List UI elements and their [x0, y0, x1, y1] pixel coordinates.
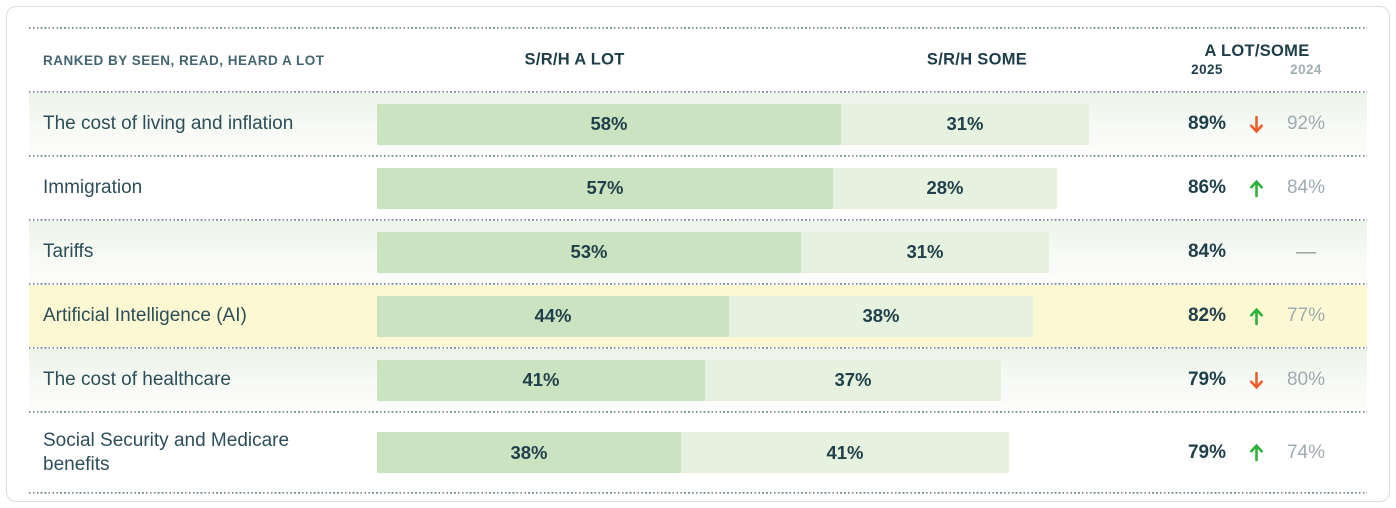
- column-header-a-lot: S/R/H A LOT: [524, 50, 625, 69]
- table-row: The cost of living and inflation 58% 31% 89…: [29, 93, 1367, 155]
- bar-segment-a-lot: 58%: [377, 103, 841, 145]
- table-row: Tariffs 53% 31% 84% —: [29, 221, 1367, 283]
- trend-down-icon: [1237, 114, 1275, 135]
- total-2025-value: 82%: [1187, 305, 1227, 326]
- table-row: Artificial Intelligence (AI) 44% 38% 82% 77%: [29, 285, 1367, 347]
- a-lot-value: 44%: [534, 305, 572, 326]
- bar-segment-a-lot: 57%: [377, 167, 833, 209]
- topic-label: Social Security and Medicare benefits: [29, 429, 377, 477]
- column-header-some: S/R/H SOME: [926, 50, 1028, 69]
- some-value: 37%: [834, 369, 872, 390]
- trend-down-icon: [1237, 370, 1275, 391]
- some-value: 31%: [906, 241, 944, 262]
- row-separator: [29, 283, 1367, 285]
- row-separator: [29, 155, 1367, 157]
- total-2025-value: 89%: [1187, 113, 1227, 134]
- ranked-topics-table: RANKED BY SEEN, READ, HEARD A LOT S/R/H …: [29, 27, 1367, 494]
- table-header-row: RANKED BY SEEN, READ, HEARD A LOT S/R/H …: [29, 29, 1367, 91]
- a-lot-value: 57%: [586, 177, 624, 198]
- trend-up-icon: [1237, 306, 1275, 327]
- some-value: 31%: [946, 113, 984, 134]
- total-2024-value: 80%: [1286, 369, 1326, 390]
- total-2025-value: 79%: [1187, 441, 1227, 463]
- stacked-bar: 57% 28%: [377, 157, 1177, 219]
- total-2024-value: 77%: [1286, 305, 1326, 326]
- bar-segment-some: 31%: [841, 103, 1089, 145]
- total-2024-value: 92%: [1286, 113, 1326, 134]
- trend-up-icon: [1237, 442, 1275, 463]
- topic-label: Tariffs: [29, 240, 377, 264]
- topic-label-text: Artificial Intelligence (AI): [43, 305, 247, 327]
- table-bottom-separator: [29, 492, 1367, 494]
- topic-label: The cost of living and inflation: [29, 112, 377, 136]
- table-row: Immigration 57% 28% 86% 84%: [29, 157, 1367, 219]
- bar-segment-some: 37%: [705, 359, 1001, 401]
- total-2025-value: 84%: [1187, 241, 1227, 262]
- some-value: 38%: [862, 305, 900, 326]
- bar-segment-some: 28%: [833, 167, 1057, 209]
- topic-label: Immigration: [29, 176, 377, 200]
- stacked-bar: 53% 31%: [377, 221, 1177, 283]
- bar-segment-a-lot: 38%: [377, 432, 681, 473]
- a-lot-value: 41%: [522, 369, 560, 390]
- year-2024-label: 2024: [1290, 61, 1322, 77]
- ranked-by-heading: RANKED BY SEEN, READ, HEARD A LOT: [43, 52, 325, 68]
- total-2025-value: 79%: [1187, 369, 1227, 390]
- stacked-bar: 58% 31%: [377, 93, 1177, 155]
- ranked-topics-card: RANKED BY SEEN, READ, HEARD A LOT S/R/H …: [6, 6, 1390, 502]
- year-2025-label: 2025: [1191, 61, 1223, 77]
- topic-label-text: Social Security and Medicare benefits: [43, 429, 290, 475]
- bar-segment-a-lot: 44%: [377, 295, 729, 337]
- stacked-bar: 41% 37%: [377, 349, 1177, 411]
- table-top-separator: [29, 27, 1367, 29]
- stacked-bar: 44% 38%: [377, 285, 1177, 347]
- some-value: 41%: [826, 441, 864, 463]
- bar-segment-some: 31%: [801, 231, 1049, 273]
- a-lot-value: 38%: [510, 441, 548, 463]
- row-separator: [29, 219, 1367, 221]
- bar-segment-a-lot: 41%: [377, 359, 705, 401]
- bar-segment-some: 41%: [681, 432, 1009, 473]
- some-value: 28%: [926, 177, 964, 198]
- bar-segment-a-lot: 53%: [377, 231, 801, 273]
- a-lot-value: 58%: [590, 113, 628, 134]
- topic-label: Artificial Intelligence (AI): [29, 304, 377, 328]
- bar-column-headers: S/R/H A LOT S/R/H SOME: [377, 29, 1177, 91]
- row-separator: [29, 347, 1367, 349]
- topic-label-text: The cost of healthcare: [43, 369, 231, 391]
- no-prior-year-dash: —: [1296, 240, 1316, 263]
- column-header-combined: A LOT/SOME 2025 2024: [1177, 41, 1337, 79]
- total-2024-value: 84%: [1286, 177, 1326, 198]
- row-separator: [29, 411, 1367, 413]
- row-separator: [29, 91, 1367, 93]
- table-row: The cost of healthcare 41% 37% 79% 80%: [29, 349, 1367, 411]
- combined-title: A LOT/SOME: [1204, 42, 1310, 61]
- topic-label-text: The cost of living and inflation: [43, 113, 294, 135]
- topic-label: The cost of healthcare: [29, 368, 377, 392]
- trend-up-icon: [1237, 178, 1275, 199]
- a-lot-value: 53%: [570, 241, 608, 262]
- table-row: Social Security and Medicare benefits 38%…: [29, 413, 1367, 492]
- table-body: The cost of living and inflation 58% 31% 89…: [29, 91, 1367, 494]
- total-2025-value: 86%: [1187, 177, 1227, 198]
- topic-label-text: Tariffs: [43, 241, 94, 263]
- total-2024-value: 74%: [1286, 441, 1326, 463]
- topic-label-text: Immigration: [43, 177, 143, 199]
- stacked-bar: 38% 41%: [377, 413, 1177, 492]
- bar-segment-some: 38%: [729, 295, 1033, 337]
